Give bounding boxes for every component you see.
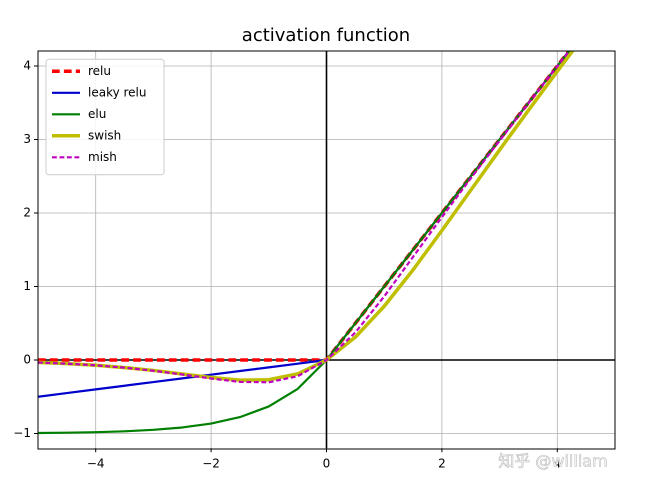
chart-title: activation function	[242, 25, 410, 46]
x-tick-label: 0	[323, 457, 331, 471]
ticks: −4 −2 0 2 4 −1 0 1 2 3 4	[13, 59, 561, 471]
legend-box	[45, 58, 165, 176]
y-tick-label: 4	[23, 59, 31, 73]
y-tick-label: 1	[23, 279, 31, 293]
x-tick-label: 2	[438, 457, 446, 471]
y-tick-label: −1	[13, 426, 31, 440]
legend-label: relu	[88, 64, 111, 78]
legend: relu leaky relu elu swish mish	[45, 58, 165, 176]
x-tick-label: 4	[553, 457, 561, 471]
y-tick-label: 0	[23, 353, 31, 367]
plot-lines	[38, 51, 615, 449]
legend-label: leaky relu	[88, 85, 147, 99]
legend-label: swish	[88, 128, 121, 142]
y-tick-label: 3	[23, 132, 31, 146]
legend-label: elu	[88, 107, 106, 121]
legend-label: mish	[88, 150, 117, 164]
watermark: 知乎 @william	[498, 452, 607, 471]
series-line	[38, 51, 571, 384]
x-tick-label: −4	[87, 457, 105, 471]
y-tick-label: 2	[23, 206, 31, 220]
x-tick-label: −2	[202, 457, 220, 471]
